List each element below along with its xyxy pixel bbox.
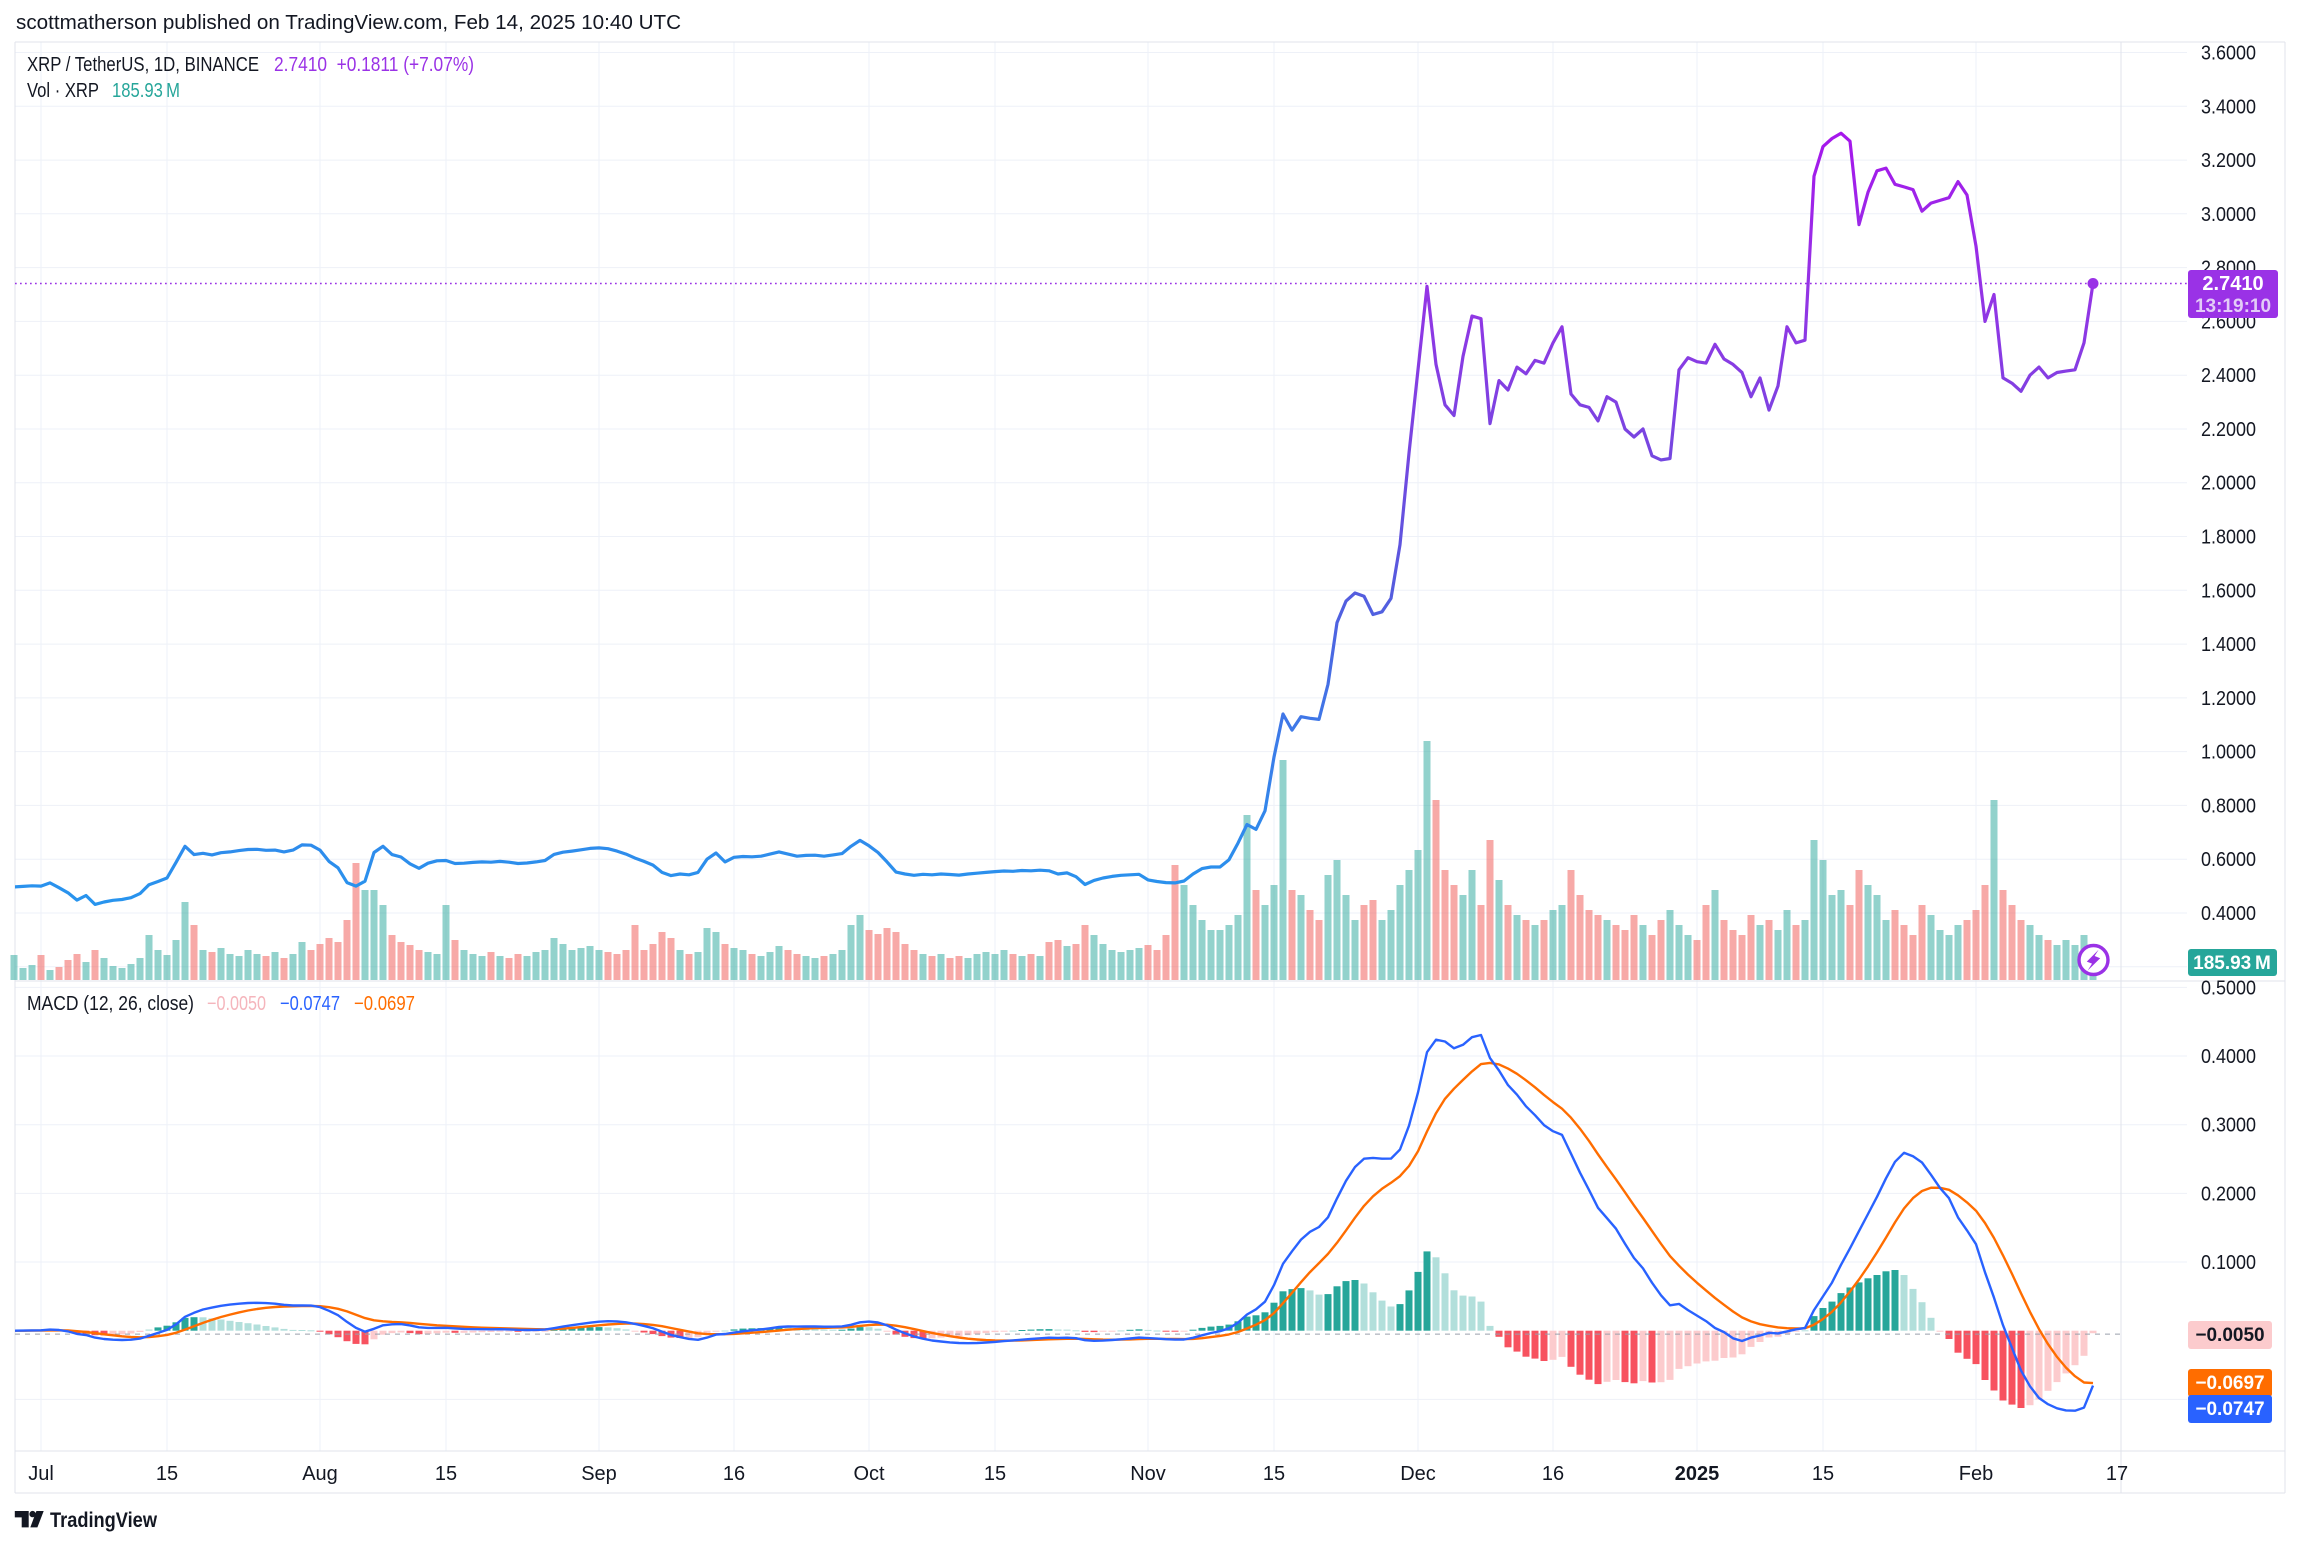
svg-text:3.2000: 3.2000 xyxy=(2201,150,2256,172)
svg-text:0.3000: 0.3000 xyxy=(2201,1115,2256,1137)
svg-text:1.4000: 1.4000 xyxy=(2201,634,2256,656)
svg-text:MACD (12, 26, close): MACD (12, 26, close) xyxy=(27,993,194,1015)
svg-text:−0.0697: −0.0697 xyxy=(354,993,415,1015)
svg-text:1.8000: 1.8000 xyxy=(2201,527,2256,549)
svg-text:0.6000: 0.6000 xyxy=(2201,849,2256,871)
svg-text:3.4000: 3.4000 xyxy=(2201,96,2256,118)
svg-text:2.2000: 2.2000 xyxy=(2201,419,2256,441)
svg-text:185.93 M: 185.93 M xyxy=(2193,953,2271,974)
svg-text:−0.0747: −0.0747 xyxy=(280,993,340,1015)
svg-text:Vol · XRP: Vol · XRP xyxy=(27,80,99,102)
svg-text:15: 15 xyxy=(1263,1463,1285,1485)
svg-text:2.7410 +0.1811 (+7.07%): 2.7410 +0.1811 (+7.07%) xyxy=(274,54,474,76)
svg-text:17: 17 xyxy=(2106,1463,2128,1485)
svg-text:XRP / TetherUS, 1D, BINANCE: XRP / TetherUS, 1D, BINANCE xyxy=(27,54,259,76)
svg-text:2.4000: 2.4000 xyxy=(2201,365,2256,387)
svg-text:0.5000: 0.5000 xyxy=(2201,977,2256,999)
svg-text:0.8000: 0.8000 xyxy=(2201,795,2256,817)
svg-text:scottmatherson published on Tr: scottmatherson published on TradingView.… xyxy=(16,12,681,34)
svg-text:0.4000: 0.4000 xyxy=(2201,903,2256,925)
svg-text:0.4000: 0.4000 xyxy=(2201,1046,2256,1068)
svg-text:1.2000: 1.2000 xyxy=(2201,688,2256,710)
svg-text:15: 15 xyxy=(156,1463,178,1485)
svg-text:16: 16 xyxy=(1542,1463,1564,1485)
svg-text:0.1000: 0.1000 xyxy=(2201,1252,2256,1274)
svg-text:Sep: Sep xyxy=(581,1463,617,1485)
svg-text:−0.0697: −0.0697 xyxy=(2195,1373,2264,1394)
svg-text:15: 15 xyxy=(984,1463,1006,1485)
svg-text:13:19:10: 13:19:10 xyxy=(2195,296,2271,317)
svg-text:15: 15 xyxy=(435,1463,457,1485)
svg-text:Jul: Jul xyxy=(28,1463,54,1485)
svg-text:−0.0050: −0.0050 xyxy=(2195,1325,2264,1346)
svg-text:Feb: Feb xyxy=(1959,1463,1993,1485)
svg-text:0.2000: 0.2000 xyxy=(2201,1183,2256,1205)
svg-text:−0.0050: −0.0050 xyxy=(207,993,266,1015)
svg-text:2.0000: 2.0000 xyxy=(2201,473,2256,495)
svg-text:2.7410: 2.7410 xyxy=(2202,273,2263,295)
svg-text:TradingView: TradingView xyxy=(50,1509,158,1532)
svg-text:16: 16 xyxy=(723,1463,745,1485)
svg-text:3.0000: 3.0000 xyxy=(2201,204,2256,226)
svg-text:3.6000: 3.6000 xyxy=(2201,43,2256,65)
svg-text:2025: 2025 xyxy=(1675,1463,1720,1485)
svg-text:Aug: Aug xyxy=(302,1463,338,1485)
svg-text:−0.0747: −0.0747 xyxy=(2195,1399,2264,1420)
svg-text:Oct: Oct xyxy=(853,1463,885,1485)
svg-text:1.6000: 1.6000 xyxy=(2201,580,2256,602)
svg-text:Dec: Dec xyxy=(1400,1463,1436,1485)
svg-text:1.0000: 1.0000 xyxy=(2201,742,2256,764)
svg-text:15: 15 xyxy=(1812,1463,1834,1485)
svg-text:185.93 M: 185.93 M xyxy=(112,80,180,102)
svg-text:Nov: Nov xyxy=(1130,1463,1166,1485)
